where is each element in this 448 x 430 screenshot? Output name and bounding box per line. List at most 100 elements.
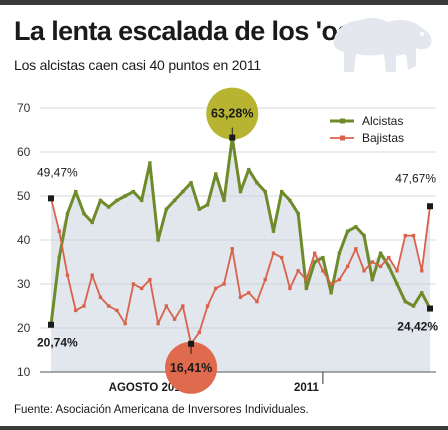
data-point: [57, 229, 61, 233]
data-point: [354, 225, 358, 229]
data-point: [263, 277, 267, 282]
data-point: [321, 255, 325, 260]
x-tick-label: AGOSTO 2010: [109, 382, 187, 394]
data-point: [148, 161, 152, 165]
data-point: [411, 233, 416, 238]
data-point: [131, 282, 136, 286]
data-point: [403, 233, 407, 238]
data-point: [98, 295, 103, 299]
data-point: [337, 251, 342, 255]
data-point: [82, 211, 86, 216]
data-point: [362, 269, 366, 273]
data-point: [214, 286, 218, 291]
data-point: [411, 304, 416, 308]
data-point: [296, 211, 300, 216]
source-note: Fuente: Asociación Americana de Inversor…: [14, 404, 309, 416]
data-point: [279, 255, 284, 260]
area-band: [51, 137, 430, 372]
data-point: [345, 229, 350, 233]
data-point: [205, 203, 210, 207]
data-point: [247, 291, 251, 295]
data-point: [255, 299, 259, 304]
data-point: [238, 295, 243, 299]
legend-marker: [340, 118, 345, 124]
y-tick-label: 30: [17, 277, 31, 291]
data-point: [139, 286, 144, 291]
data-point: [131, 189, 136, 194]
data-point: [181, 189, 185, 194]
data-point: [139, 198, 144, 203]
data-point: [214, 172, 218, 176]
data-point: [164, 304, 169, 308]
data-point: [403, 299, 407, 304]
chart-title: La lenta escalada de los 'osos': [14, 16, 389, 46]
data-point: [115, 308, 119, 313]
data-point: [74, 308, 78, 313]
data-point: [222, 282, 226, 286]
data-point: [345, 264, 350, 269]
data-point: [189, 181, 193, 185]
highlight-point: [188, 340, 195, 347]
data-point: [329, 282, 333, 286]
data-point: [387, 255, 391, 260]
data-point: [271, 251, 276, 255]
data-point: [420, 269, 424, 273]
data-point: [304, 286, 309, 291]
data-point: [288, 198, 292, 203]
data-point: [181, 304, 185, 308]
chart-subtitle: Los alcistas caen casi 40 puntos en 2011: [14, 57, 262, 73]
data-point: [106, 304, 111, 308]
y-tick-label: 10: [17, 365, 31, 379]
data-point: [74, 189, 78, 194]
data-point: [65, 211, 70, 216]
data-point: [230, 247, 234, 251]
data-point: [172, 198, 177, 203]
data-point: [312, 260, 317, 264]
annotation-label: 16,41%: [170, 361, 212, 375]
y-tick-label: 40: [17, 233, 31, 247]
data-point: [378, 251, 383, 255]
data-point: [156, 321, 160, 326]
y-tick-label: 20: [17, 321, 31, 335]
highlight-point: [427, 305, 433, 312]
bottom-rule: [0, 426, 448, 430]
data-point: [395, 282, 399, 286]
data-point: [82, 304, 86, 308]
annotation-label: 20,74%: [37, 336, 78, 350]
line-chart: 10 20 30 40 50 60 70 AGOSTO 2010 2011 49,47% 20,74…: [17, 87, 438, 394]
data-point: [123, 321, 127, 326]
data-point: [197, 207, 202, 211]
data-point: [247, 167, 251, 172]
data-point: [354, 247, 358, 251]
y-tick-label: 50: [17, 189, 31, 203]
legend-marker: [340, 135, 345, 141]
y-tick-label: 70: [17, 101, 31, 115]
data-point: [420, 291, 424, 295]
data-point: [123, 194, 127, 198]
annotation-label: 49,47%: [37, 165, 78, 179]
data-point: [296, 269, 300, 273]
data-point: [90, 273, 94, 277]
data-point: [148, 277, 152, 282]
x-tick-label: 2011: [294, 382, 320, 394]
highlight-point: [48, 321, 54, 328]
data-point: [370, 277, 375, 282]
data-point: [271, 229, 276, 233]
legend-label-alcistas: Alcistas: [362, 114, 403, 128]
data-point: [205, 304, 210, 308]
data-point: [279, 189, 284, 194]
annotation-label: 47,67%: [395, 171, 436, 185]
data-point: [57, 255, 61, 260]
data-point: [329, 291, 333, 295]
data-point: [362, 233, 366, 238]
data-point: [312, 251, 317, 255]
annotation-label: 24,42%: [397, 320, 438, 334]
data-point: [197, 330, 202, 335]
data-point: [238, 189, 243, 194]
data-point: [222, 198, 226, 203]
legend-label-bajistas: Bajistas: [362, 131, 404, 145]
highlight-point: [48, 195, 54, 202]
data-point: [106, 205, 111, 209]
data-point: [263, 189, 267, 194]
data-point: [156, 238, 160, 242]
